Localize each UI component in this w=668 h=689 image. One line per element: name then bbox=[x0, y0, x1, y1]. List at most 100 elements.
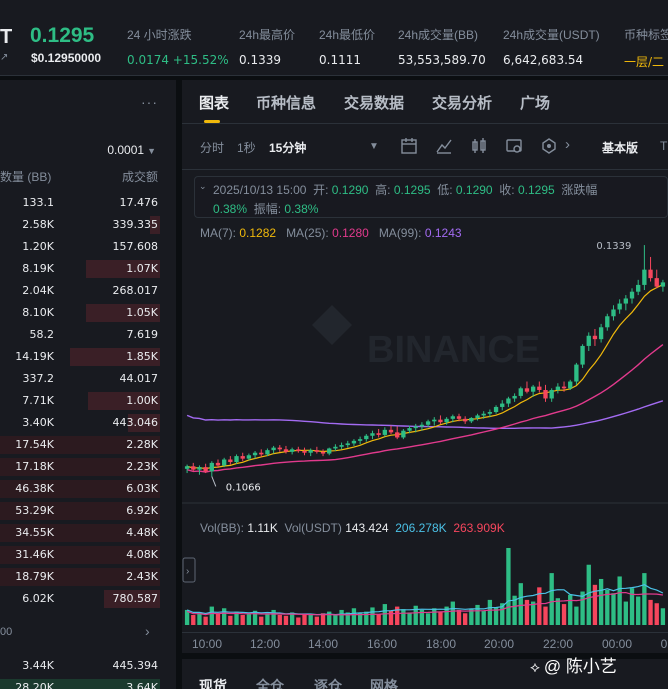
ask-row[interactable]: 17.18K 2.23K bbox=[0, 456, 160, 478]
bid-row[interactable]: 3.44K 445.394 bbox=[0, 655, 160, 677]
ask-row[interactable]: 7.71K 1.00K bbox=[0, 390, 160, 412]
candle-body bbox=[259, 452, 264, 455]
ask-row[interactable]: 8.10K 1.05K bbox=[0, 302, 160, 324]
interval-1s[interactable]: 1秒 bbox=[237, 141, 256, 155]
ask-row[interactable]: 14.19K 1.85K bbox=[0, 346, 160, 368]
ask-row[interactable]: 58.2 7.619 bbox=[0, 324, 160, 346]
precision-select[interactable]: 0.0001 ▼ bbox=[107, 143, 156, 157]
ask-row[interactable]: 3.40K 443.046 bbox=[0, 412, 160, 434]
ticker-bar: T ↗ 0.1295 $0.12950000 24 小时涨跌 0.0174 +1… bbox=[0, 0, 668, 76]
ma7-label: MA(7): bbox=[200, 226, 236, 240]
ma25-value: 0.1280 bbox=[332, 226, 369, 240]
stat-24h-change: 24 小时涨跌 0.0174 +15.52% bbox=[127, 26, 229, 67]
indicator-icon[interactable] bbox=[540, 137, 558, 155]
view-tradingview[interactable]: T bbox=[660, 139, 668, 153]
ask-row[interactable]: 2.58K 339.335 bbox=[0, 214, 160, 236]
tab-trading-data[interactable]: 交易数据 bbox=[344, 95, 405, 112]
interval-15m[interactable]: 15分钟 bbox=[269, 141, 307, 155]
ohlc-line-2: 0.38% 振幅: 0.38% bbox=[213, 200, 318, 217]
stat-label: 24 小时涨跌 bbox=[127, 28, 192, 42]
view-basic[interactable]: 基本版 bbox=[602, 141, 639, 155]
precision-value: 0.0001 bbox=[107, 143, 145, 157]
col-quantity-header: 数量 (BB) bbox=[0, 170, 52, 184]
volume-ma-line-b bbox=[186, 591, 663, 616]
volume-bar bbox=[493, 607, 499, 625]
candle-body bbox=[308, 450, 313, 453]
ask-row[interactable]: 337.2 44.017 bbox=[0, 368, 160, 390]
candle-body bbox=[376, 433, 381, 435]
stat-value[interactable]: 一层/二 bbox=[624, 55, 665, 69]
volume-bar bbox=[432, 608, 437, 625]
volume-bar bbox=[524, 599, 530, 625]
time-tick: 22:00 bbox=[542, 637, 574, 651]
ask-row[interactable]: 17.54K 2.28K bbox=[0, 434, 160, 456]
tab-cross[interactable]: 全仓 bbox=[256, 678, 284, 689]
tab-coin-info[interactable]: 币种信息 bbox=[256, 95, 317, 112]
candle-body bbox=[419, 424, 425, 427]
interval-time[interactable]: 分时 bbox=[200, 141, 225, 155]
volume-bar bbox=[339, 609, 344, 625]
chart-tabs: 图表 币种信息 交易数据 交易分析 广场 bbox=[182, 80, 668, 124]
close-value: 0.1295 bbox=[517, 183, 555, 197]
ask-row[interactable]: 34.55K 4.48K bbox=[0, 522, 160, 544]
low-label: 低: bbox=[437, 183, 453, 197]
candlestick-chart[interactable]: BINANCE 0.1339 0.1066 › bbox=[182, 170, 668, 653]
ask-total: 157.608 bbox=[112, 240, 159, 253]
stat-value: 0.1339 bbox=[239, 53, 281, 67]
ask-row[interactable]: 6.02K 780.587 bbox=[0, 588, 160, 610]
ask-row[interactable]: 1.20K 157.608 bbox=[0, 236, 160, 258]
calendar-icon[interactable] bbox=[400, 137, 418, 155]
candle-body bbox=[493, 406, 499, 413]
volume-bar bbox=[302, 614, 307, 625]
ask-row[interactable]: 8.19K 1.07K bbox=[0, 258, 160, 280]
open-label: 开: bbox=[313, 183, 329, 197]
stat-label: 币种标签 bbox=[624, 28, 668, 42]
ask-quantity: 17.54K bbox=[15, 438, 54, 451]
ask-row[interactable]: 53.29K 6.92K bbox=[0, 500, 160, 522]
tab-trading-analysis[interactable]: 交易分析 bbox=[432, 95, 493, 112]
ask-row[interactable]: 46.38K 6.03K bbox=[0, 478, 160, 500]
volume-bar bbox=[197, 612, 202, 625]
symbol-link-icon[interactable]: ↗ bbox=[0, 52, 9, 63]
line-chart-icon[interactable] bbox=[435, 137, 453, 155]
bid-row[interactable]: 28.20K 3.64K bbox=[0, 677, 160, 689]
ask-total: 17.476 bbox=[119, 196, 159, 209]
stat-coin-tags[interactable]: 币种标签 一层/二 bbox=[624, 26, 668, 70]
settings-icon[interactable] bbox=[505, 137, 523, 155]
candle-body bbox=[463, 418, 468, 422]
ask-row[interactable]: 31.46K 4.08K bbox=[0, 544, 160, 566]
candle-body bbox=[660, 282, 666, 287]
volume-bar bbox=[543, 606, 548, 625]
tab-chart[interactable]: 图表 bbox=[199, 95, 230, 112]
chevron-right-icon[interactable]: › bbox=[145, 623, 150, 639]
volume-bar bbox=[357, 613, 363, 625]
active-tab-indicator bbox=[204, 120, 220, 123]
candle-body bbox=[425, 421, 431, 425]
volume-bar bbox=[555, 598, 561, 625]
volume-bar bbox=[605, 589, 610, 625]
volume-bar bbox=[240, 614, 245, 625]
candle-body bbox=[469, 417, 474, 422]
ask-row[interactable]: 18.79K 2.43K bbox=[0, 566, 160, 588]
tab-isolated[interactable]: 逐仓 bbox=[314, 678, 342, 689]
low-value: 0.1290 bbox=[455, 183, 493, 197]
ask-total: 2.23K bbox=[126, 460, 158, 473]
candle-body bbox=[512, 395, 517, 399]
tab-grid[interactable]: 网格 bbox=[370, 678, 398, 689]
volume-bar bbox=[265, 613, 270, 625]
chevron-right-icon[interactable]: › bbox=[565, 136, 570, 153]
tab-spot[interactable]: 现货 bbox=[199, 678, 227, 689]
volume-bar bbox=[617, 576, 622, 625]
candle-body bbox=[568, 381, 573, 389]
chevron-down-icon[interactable]: ⌄ bbox=[199, 181, 207, 191]
volume-bar bbox=[469, 609, 474, 625]
ask-row[interactable]: 133.1 17.476 bbox=[0, 192, 160, 214]
symbol-name[interactable]: T bbox=[0, 26, 13, 48]
interval-dropdown-icon[interactable]: ▼ bbox=[369, 141, 379, 152]
more-dots-icon[interactable]: ··· bbox=[141, 94, 158, 110]
ask-row[interactable]: 2.04K 268.017 bbox=[0, 280, 160, 302]
volume-ma-b: 263.909K bbox=[453, 521, 505, 535]
candles-icon[interactable] bbox=[470, 137, 488, 155]
candle-body bbox=[401, 430, 406, 438]
tab-square[interactable]: 广场 bbox=[520, 95, 551, 112]
